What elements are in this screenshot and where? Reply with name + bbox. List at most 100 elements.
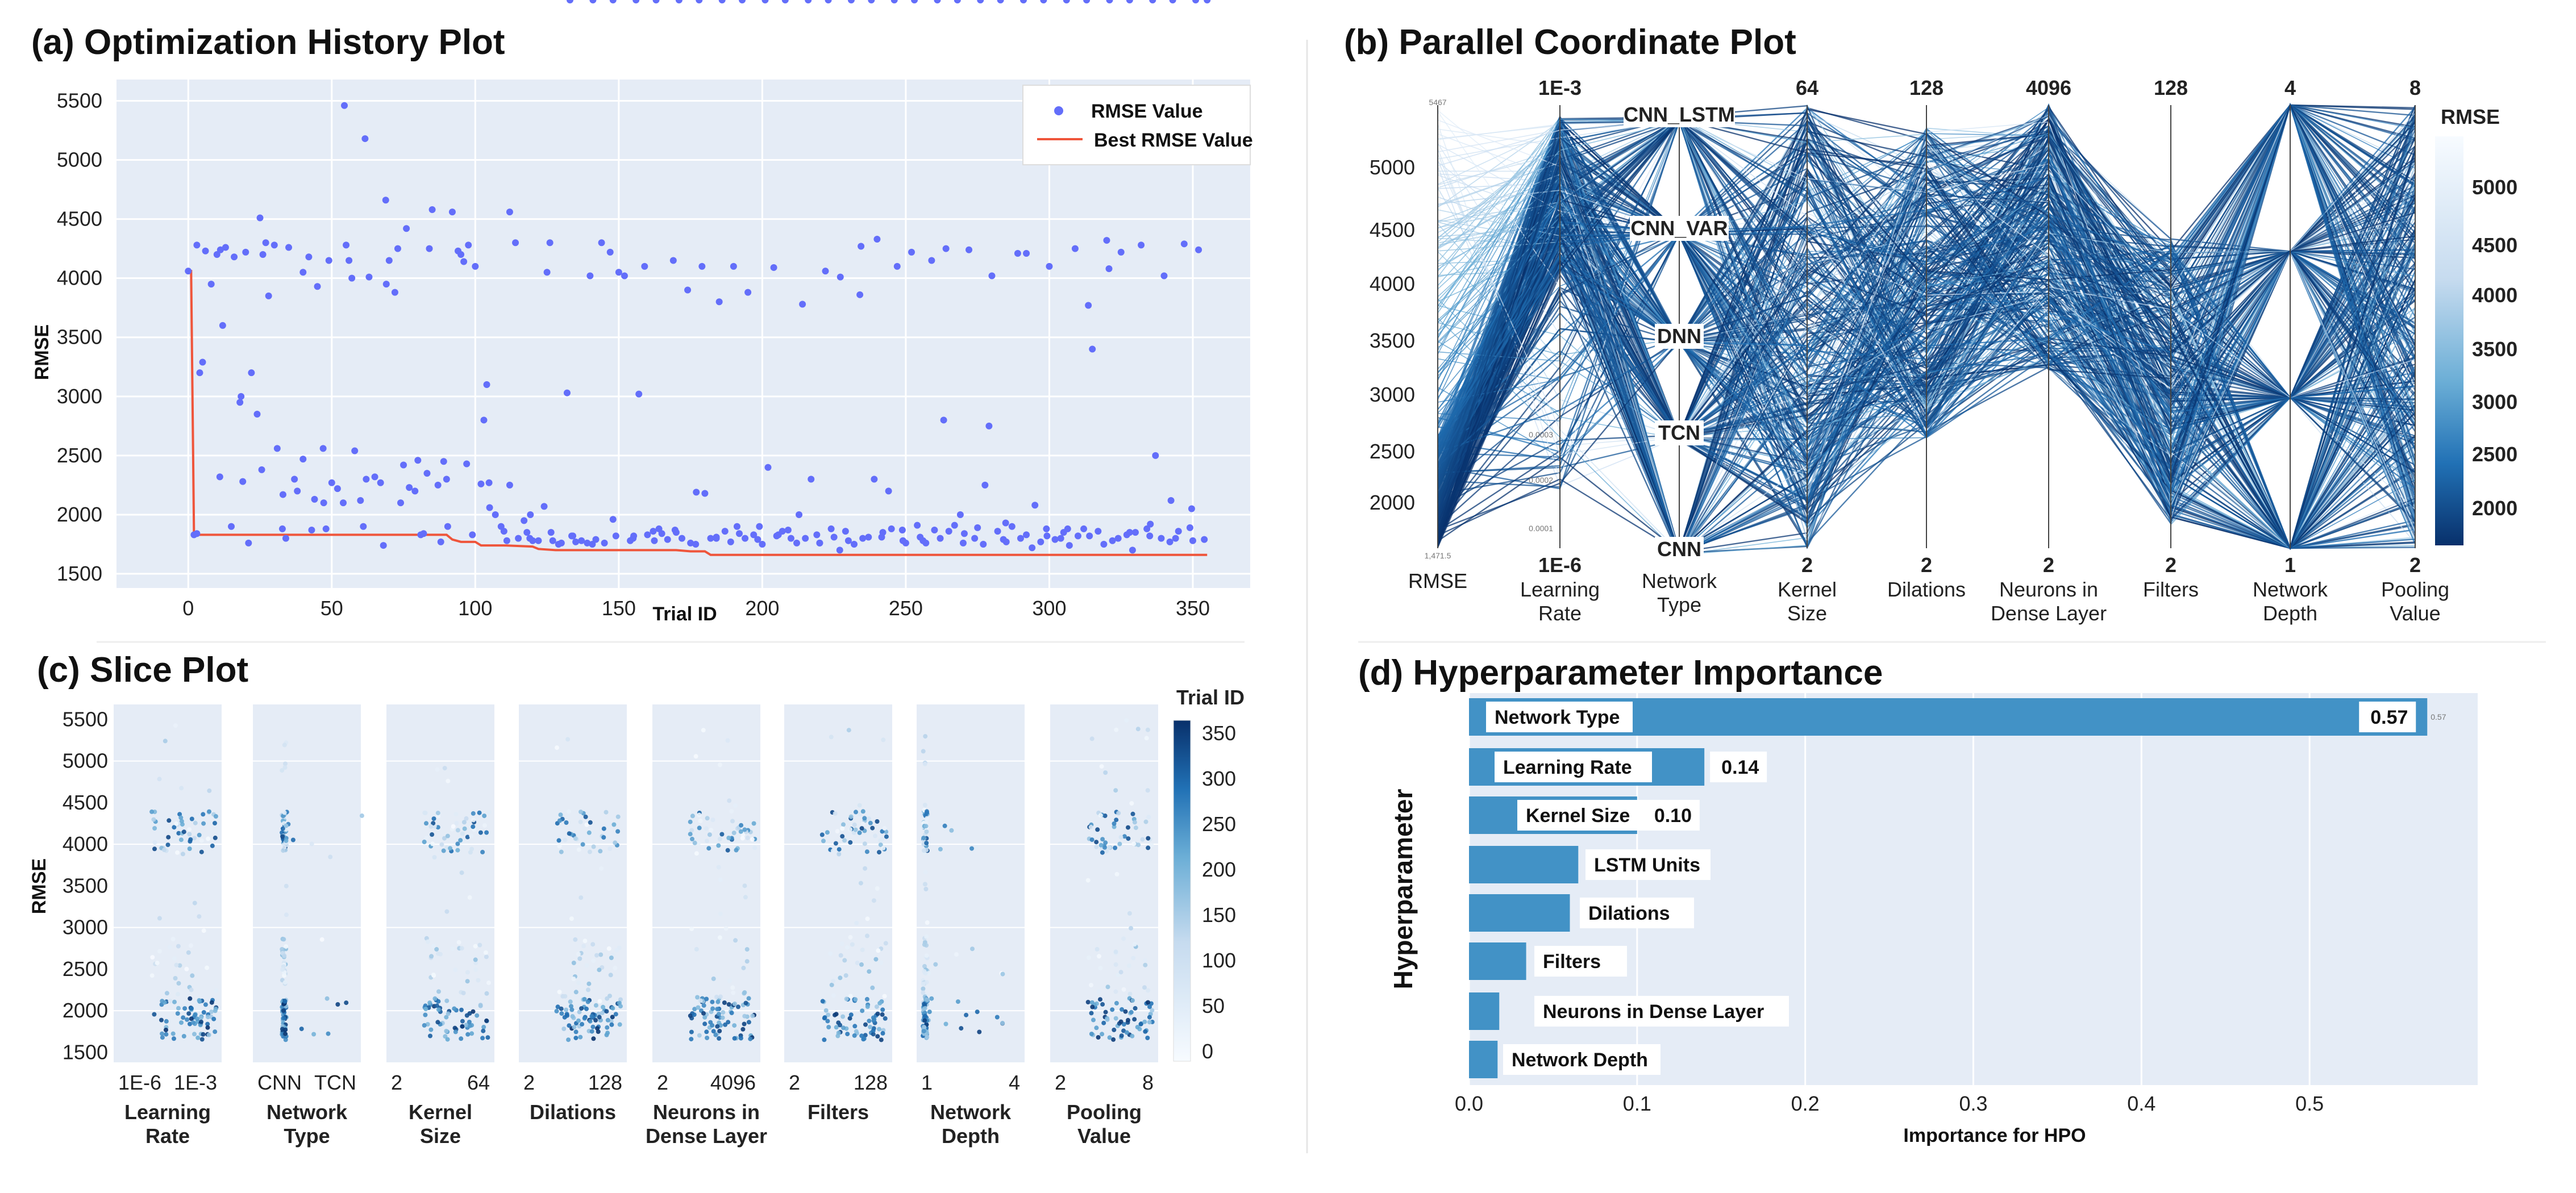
rmse-point bbox=[609, 0, 617, 3]
slice-point bbox=[590, 942, 596, 947]
slice-point bbox=[863, 1022, 868, 1027]
slice-point bbox=[698, 998, 703, 1003]
category-label-bg bbox=[1655, 324, 1704, 349]
slice-point bbox=[469, 833, 474, 839]
slice-x-label: Filters bbox=[808, 1100, 869, 1124]
rmse-point bbox=[207, 281, 215, 288]
slice-point bbox=[565, 737, 571, 742]
rmse-point bbox=[385, 257, 393, 264]
rmse-point bbox=[781, 0, 789, 3]
slice-point bbox=[605, 1031, 610, 1036]
slice-point bbox=[195, 1035, 201, 1040]
slice-point bbox=[826, 1025, 831, 1029]
slice-point bbox=[198, 1015, 203, 1020]
slice-x-label: Pooling bbox=[1067, 1100, 1142, 1124]
slice-point bbox=[955, 999, 960, 1004]
slice-point bbox=[924, 934, 929, 939]
rmse-point bbox=[589, 540, 596, 548]
x-tick-label: 50 bbox=[321, 596, 343, 620]
optimization-history-panel: (a) Optimization History Plot 0 50 100 150 2… bbox=[31, 0, 1253, 625]
rmse-point bbox=[940, 416, 947, 424]
slice-point bbox=[1126, 825, 1130, 830]
rmse-point bbox=[411, 487, 419, 495]
slice-point bbox=[921, 836, 926, 841]
slice-point bbox=[1130, 1033, 1135, 1038]
slice-point bbox=[573, 1029, 579, 1035]
slice-point bbox=[193, 820, 198, 825]
rmse-point bbox=[270, 241, 278, 249]
slice-point bbox=[689, 828, 694, 833]
axis-name: Value bbox=[2390, 602, 2440, 625]
slice-point bbox=[1118, 970, 1123, 975]
axis-name: Rate bbox=[1538, 602, 1582, 625]
slice-point bbox=[465, 835, 470, 840]
slice-point bbox=[205, 1021, 210, 1027]
slice-point bbox=[1100, 1002, 1105, 1007]
slice-point bbox=[692, 840, 697, 845]
bar-label-bg bbox=[1495, 752, 1652, 782]
axis-name: Depth bbox=[2263, 602, 2317, 625]
slice-point bbox=[201, 821, 206, 826]
slice-point bbox=[586, 981, 592, 986]
axis-name: Network bbox=[1642, 569, 1717, 593]
slice-point bbox=[1116, 811, 1121, 816]
rmse-point bbox=[512, 239, 519, 247]
slice-point bbox=[594, 953, 599, 958]
slice-point bbox=[180, 852, 185, 857]
slice-point bbox=[442, 766, 447, 771]
slice-point bbox=[435, 1020, 440, 1025]
slice-point bbox=[855, 960, 860, 965]
slice-point bbox=[469, 846, 475, 852]
slice-point bbox=[1147, 1004, 1152, 1010]
slice-point bbox=[1107, 1035, 1112, 1040]
slice-point bbox=[826, 1012, 831, 1017]
slice-point bbox=[160, 999, 165, 1004]
slice-point bbox=[422, 1023, 427, 1028]
slice-point bbox=[865, 916, 870, 921]
y-tick-label: 5000 bbox=[57, 148, 102, 172]
slice-point bbox=[197, 832, 202, 837]
slice-x-max: 8 bbox=[1142, 1071, 1154, 1094]
slice-point bbox=[822, 1037, 827, 1042]
slice-point bbox=[975, 1010, 980, 1015]
slice-point bbox=[484, 830, 489, 835]
x-tick-label: 350 bbox=[1176, 596, 1210, 620]
slice-point bbox=[450, 946, 455, 951]
y-tick-label: 2500 bbox=[57, 444, 102, 467]
axis-bottom-tick: 1E-6 bbox=[1538, 553, 1582, 577]
rmse-point bbox=[856, 291, 864, 298]
slice-point bbox=[723, 1022, 728, 1027]
bar-label-bg bbox=[1534, 996, 1789, 1027]
axis-name: Dilations bbox=[1887, 578, 1966, 601]
rmse-point bbox=[1066, 542, 1073, 549]
slice-point bbox=[1086, 955, 1091, 960]
slice-point bbox=[211, 1016, 217, 1021]
slice-point bbox=[723, 926, 729, 931]
slice-point bbox=[165, 842, 170, 848]
rmse-point bbox=[465, 241, 472, 249]
slice-x-min: CNN bbox=[257, 1071, 302, 1094]
slice-point bbox=[471, 811, 476, 816]
slice-point bbox=[1105, 1017, 1110, 1022]
rmse-point bbox=[684, 286, 692, 294]
slice-point bbox=[179, 1020, 184, 1025]
rmse-point bbox=[851, 540, 858, 548]
slice-point bbox=[328, 854, 333, 860]
slice-point bbox=[206, 1015, 210, 1020]
bar-value-label: 0.57 bbox=[2370, 707, 2408, 728]
slice-point bbox=[1103, 1010, 1108, 1015]
slice-point bbox=[710, 1023, 715, 1028]
slice-point bbox=[1136, 842, 1141, 848]
rmse-point bbox=[802, 535, 809, 542]
rmse-axis-tick: 2000 bbox=[1370, 491, 1415, 514]
rmse-point bbox=[586, 272, 594, 280]
axis-name: Network bbox=[2253, 578, 2328, 601]
slice-point bbox=[588, 1019, 593, 1024]
slice-point bbox=[743, 1000, 748, 1006]
slice-point bbox=[213, 1008, 218, 1013]
rmse-point bbox=[744, 289, 752, 296]
slice-point bbox=[829, 735, 834, 740]
rmse-point bbox=[440, 458, 447, 465]
slice-point bbox=[1113, 949, 1118, 954]
slice-point bbox=[446, 778, 451, 783]
